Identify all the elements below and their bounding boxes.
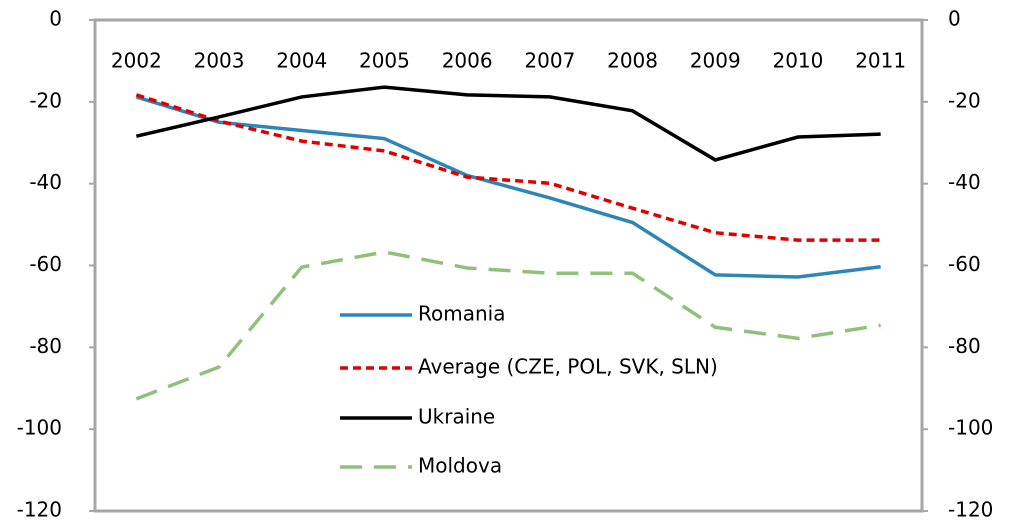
y2-tick-label: -60 — [948, 252, 981, 276]
x-tick-label: 2004 — [276, 49, 327, 73]
x-tick-label: 2005 — [359, 49, 410, 73]
series-line — [135, 85, 881, 162]
series-line — [135, 93, 881, 242]
y-tick-label: 0 — [49, 7, 62, 31]
plot-frame — [93, 18, 924, 513]
y2-tick-label: -80 — [948, 334, 981, 358]
x-tick-label: 2010 — [772, 49, 823, 73]
x-tick-label: 2008 — [607, 49, 658, 73]
legend-label: Romania — [418, 302, 505, 326]
y-tick-label: -100 — [17, 416, 62, 440]
x-tick-label: 2011 — [855, 49, 906, 73]
y-tick-label: -60 — [29, 252, 62, 276]
x-tick-label: 2003 — [194, 49, 245, 73]
x-tick-label: 2002 — [111, 49, 162, 73]
y2-tick-label: -100 — [948, 416, 993, 440]
y2-tick-label: -20 — [948, 88, 981, 112]
y-tick-label: -20 — [29, 88, 62, 112]
y-tick-label: -120 — [17, 498, 62, 522]
y2-tick-label: -40 — [948, 170, 981, 194]
series-line — [135, 95, 881, 279]
legend-label: Average (CZE, POL, SVK, SLN) — [418, 355, 718, 379]
x-tick-label: 2007 — [524, 49, 575, 73]
x-tick-label: 2006 — [442, 49, 493, 73]
legend-label: Moldova — [418, 454, 502, 478]
y2-tick-label: -120 — [948, 498, 993, 522]
y-tick-label: -40 — [29, 170, 62, 194]
legend-label: Ukraine — [418, 405, 495, 429]
x-tick-label: 2009 — [690, 49, 741, 73]
y-tick-label: -80 — [29, 334, 62, 358]
y2-tick-label: 0 — [948, 7, 961, 31]
series-line — [135, 250, 881, 401]
